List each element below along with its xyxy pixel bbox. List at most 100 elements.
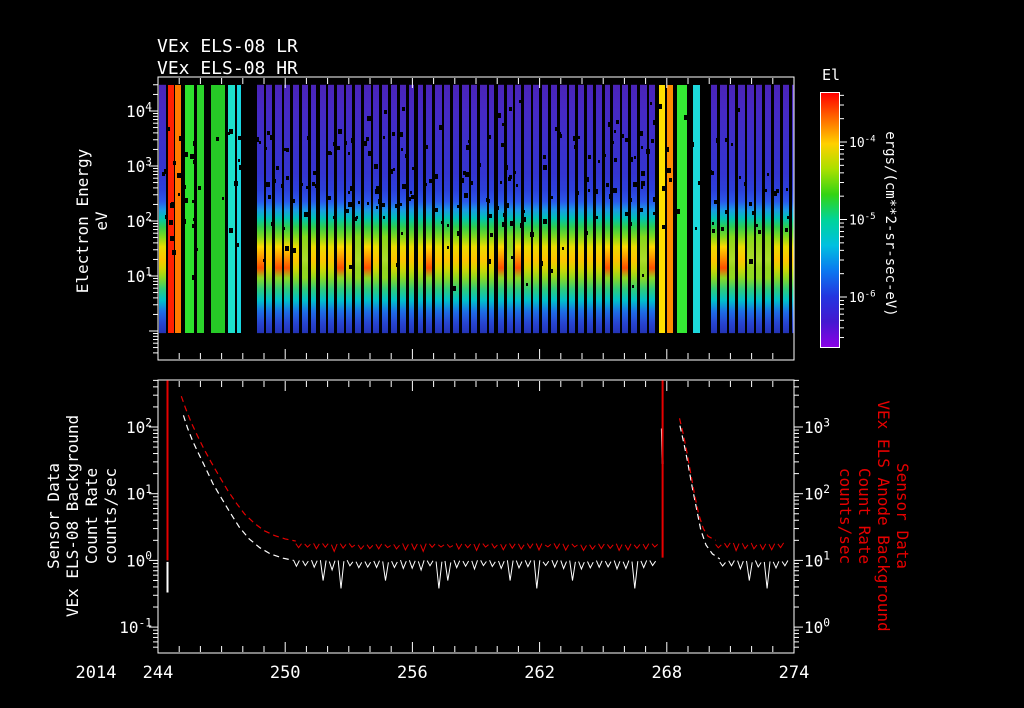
data-gap-speckle	[497, 113, 501, 118]
spectrogram-stripe	[301, 77, 308, 360]
data-gap-speckle	[717, 159, 719, 162]
data-gap-speckle	[429, 179, 432, 183]
spectrogram-stripe	[310, 77, 317, 360]
data-gap-speckle	[787, 216, 789, 219]
els08-background-curve-plateau	[462, 560, 470, 568]
data-gap-speckle	[763, 163, 765, 166]
data-gap-speckle	[514, 171, 516, 174]
svg-text:102: 102	[126, 210, 152, 231]
spectrogram-stripe	[568, 77, 576, 360]
plot-title-lr: VEx ELS-08 LR	[157, 36, 298, 57]
els08-background-curve-plateau	[400, 559, 407, 570]
data-gap-speckle	[181, 211, 184, 215]
data-gap-speckle	[502, 222, 506, 227]
anode-background-curve-plateau	[544, 544, 552, 548]
spectrogram-stripe	[417, 77, 424, 360]
data-gap-speckle	[273, 179, 276, 183]
spectrogram-stripe	[470, 77, 477, 360]
data-gap-speckle	[526, 283, 528, 286]
data-gap-speckle	[606, 183, 609, 187]
anode-background-curve-plateau	[375, 543, 383, 550]
anode-background-curve-plateau	[322, 543, 329, 549]
data-gap-speckle	[193, 160, 196, 164]
spectrogram-stripe	[257, 77, 264, 360]
anode-background-curve-plateau	[624, 543, 632, 551]
anode-background-curve-plateau	[509, 543, 516, 550]
anode-background-curve-plateau	[759, 543, 767, 551]
data-gap-speckle	[530, 232, 534, 237]
data-gap-speckle	[300, 207, 302, 210]
data-gap-speckle	[573, 136, 577, 141]
spectrogram-stripe	[506, 77, 514, 360]
anode-background-curve-plateau	[651, 543, 659, 548]
svg-text:103: 103	[804, 416, 830, 437]
anode-background-curve-plateau	[589, 544, 596, 551]
svg-text:10-5: 10-5	[849, 212, 876, 228]
data-gap-speckle	[640, 208, 643, 212]
data-gap-speckle	[435, 208, 438, 212]
data-gap-speckle	[301, 183, 303, 186]
data-gap-speckle	[690, 142, 694, 147]
data-gap-speckle	[737, 108, 740, 112]
data-gap-speckle	[338, 129, 342, 134]
data-gap-speckle	[632, 285, 634, 288]
anode-background-curve-plateau	[295, 543, 302, 549]
data-gap-speckle	[292, 199, 295, 203]
data-gap-speckle	[646, 149, 650, 154]
data-gap-speckle	[731, 143, 733, 146]
data-gap-speckle	[255, 137, 259, 142]
data-gap-speckle	[708, 272, 710, 275]
els08-background-curve-plateau	[426, 560, 434, 567]
anode-background-curve-plateau	[606, 544, 614, 550]
data-gap-speckle	[266, 182, 270, 187]
data-gap-speckle	[286, 176, 289, 180]
data-gap-speckle	[574, 145, 577, 149]
spectrogram-stripe	[435, 77, 442, 360]
data-gap-speckle	[749, 202, 752, 206]
anode-background-curve-plateau	[642, 543, 650, 551]
anode-background-curve-plateau	[517, 543, 525, 551]
data-gap-speckle	[348, 202, 352, 207]
data-gap-speckle	[758, 230, 761, 234]
spectrogram-stripe	[649, 77, 655, 360]
data-gap-speckle	[669, 178, 672, 182]
data-gap-speckle	[744, 182, 747, 186]
data-gap-speckle	[520, 223, 524, 228]
data-gap-speckle	[776, 189, 779, 193]
data-gap-speckle	[172, 250, 176, 255]
data-gap-speckle	[725, 138, 728, 142]
data-gap-speckle	[184, 152, 188, 157]
data-gap-speckle	[236, 243, 239, 247]
data-gap-speckle	[222, 197, 224, 200]
data-gap-speckle	[604, 154, 606, 157]
spectrogram-stripe	[551, 77, 558, 360]
spectrogram-stripe	[622, 77, 628, 360]
data-gap-speckle	[639, 131, 643, 136]
anode-background-curve	[678, 418, 716, 541]
data-gap-speckle	[488, 135, 491, 139]
data-gap-speckle	[330, 152, 332, 155]
data-gap-speckle	[400, 203, 402, 206]
data-gap-speckle	[543, 155, 546, 159]
data-gap-speckle	[367, 116, 371, 121]
anode-background-curve-plateau	[615, 543, 623, 552]
els08-background-curve-plateau	[515, 560, 523, 570]
spectrogram-solid-stripe	[197, 85, 204, 333]
data-gap-speckle	[676, 209, 680, 214]
data-gap-speckle	[270, 135, 274, 140]
anode-background-curve-plateau	[633, 544, 641, 550]
spectrogram-solid-stripe	[167, 85, 174, 333]
data-gap-speckle	[662, 186, 666, 191]
data-gap-speckle	[192, 275, 196, 280]
data-gap-speckle	[588, 189, 590, 192]
els08-background-curve-plateau	[578, 561, 585, 571]
data-gap-speckle	[578, 136, 580, 139]
data-gap-speckle	[366, 137, 369, 141]
svg-text:104: 104	[126, 100, 152, 121]
data-gap-speckle	[465, 172, 469, 177]
data-gap-speckle	[328, 151, 331, 155]
svg-text:244: 244	[143, 663, 174, 683]
data-gap-speckle	[306, 186, 308, 189]
data-gap-speckle	[687, 187, 690, 191]
